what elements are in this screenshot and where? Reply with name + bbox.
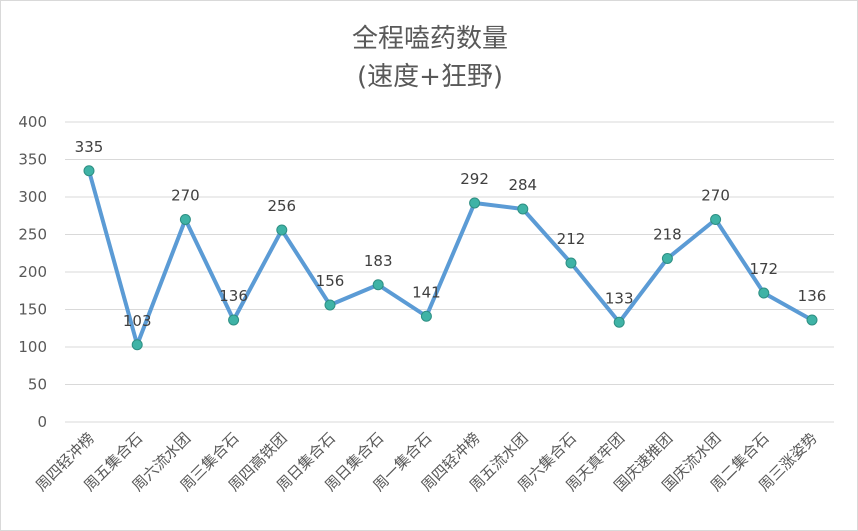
data-label: 292 (460, 170, 489, 188)
data-point (179, 214, 191, 225)
data-point (758, 287, 770, 299)
chart-subtitle: (速度+狂野) (357, 62, 503, 92)
data-point (324, 299, 336, 311)
series-line (87, 168, 814, 347)
y-tick-label: 0 (37, 413, 47, 431)
data-label: 103 (123, 312, 152, 330)
data-label: 270 (701, 187, 730, 205)
data-point (420, 310, 432, 322)
data-point (228, 314, 240, 326)
data-labels: 335 103 270 136 256 156 183 141 292 284 212 133 218 2… (75, 138, 827, 330)
series-line-layer (87, 168, 814, 347)
data-label: 133 (605, 289, 634, 307)
data-label: 183 (364, 252, 393, 270)
data-points (83, 165, 818, 351)
data-point (131, 339, 143, 351)
data-label: 270 (171, 187, 200, 205)
data-point (372, 279, 384, 291)
data-label: 172 (749, 260, 778, 278)
y-tick-label: 350 (18, 151, 47, 169)
gridlines (65, 121, 834, 423)
y-tick-label: 300 (18, 188, 47, 206)
data-label: 156 (316, 272, 345, 290)
data-point (83, 165, 95, 177)
y-tick-label: 250 (18, 226, 47, 244)
data-label: 335 (75, 138, 104, 156)
data-label: 136 (219, 287, 248, 305)
data-point (276, 224, 288, 236)
data-label: 284 (508, 176, 537, 194)
chart-title: 全程嗑药数量 (352, 24, 508, 54)
y-axis-ticks: 0 50 100 150 200 250 300 350 400 (18, 113, 47, 431)
data-point (517, 203, 529, 215)
data-point (710, 214, 722, 225)
data-label: 256 (267, 197, 296, 215)
y-tick-label: 400 (18, 113, 47, 131)
y-tick-label: 200 (18, 263, 47, 281)
y-tick-label: 150 (18, 301, 47, 319)
y-tick-label: 100 (18, 338, 47, 356)
data-label: 141 (412, 283, 441, 301)
data-point (469, 197, 481, 209)
data-point (565, 257, 577, 269)
y-tick-label: 50 (28, 376, 47, 394)
data-point (613, 316, 625, 328)
data-label: 218 (653, 226, 682, 244)
x-axis-ticks: 周四轻冲榜周五集合石周六流水团周三集合石周四高铁团周日集合石周日集合石周一集合石… (32, 429, 821, 495)
data-label: 212 (557, 230, 586, 248)
data-point (806, 314, 818, 326)
data-label: 136 (798, 287, 827, 305)
data-point (661, 253, 673, 264)
